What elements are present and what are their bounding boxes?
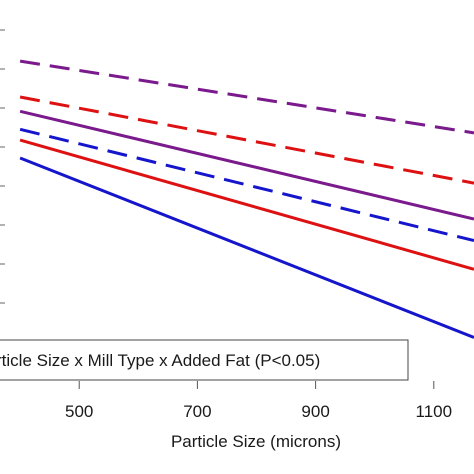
x-tick-label: 900 [301,402,329,421]
x-tick-label: 1100 [416,402,453,421]
x-tick-label: 700 [183,402,211,421]
series-line-2 [19,95,474,185]
series-line-6 [19,156,474,339]
series-line-4 [19,127,474,243]
x-axis-title: Particle Size (microns) [171,432,341,451]
y-axis-ticks [0,29,5,343]
series-line-3 [19,109,474,221]
series-line-5 [19,138,474,271]
x-axis-labels: 500 700 900 1100 [65,402,452,421]
x-tick-label: 500 [65,402,93,421]
annotation-text: rticle Size x Mill Type x Added Fat (P<0… [0,351,320,370]
series-layer [19,59,474,339]
annotation-box: rticle Size x Mill Type x Added Fat (P<0… [0,339,409,381]
series-line-1 [19,59,474,135]
x-axis-ticks [78,381,435,389]
